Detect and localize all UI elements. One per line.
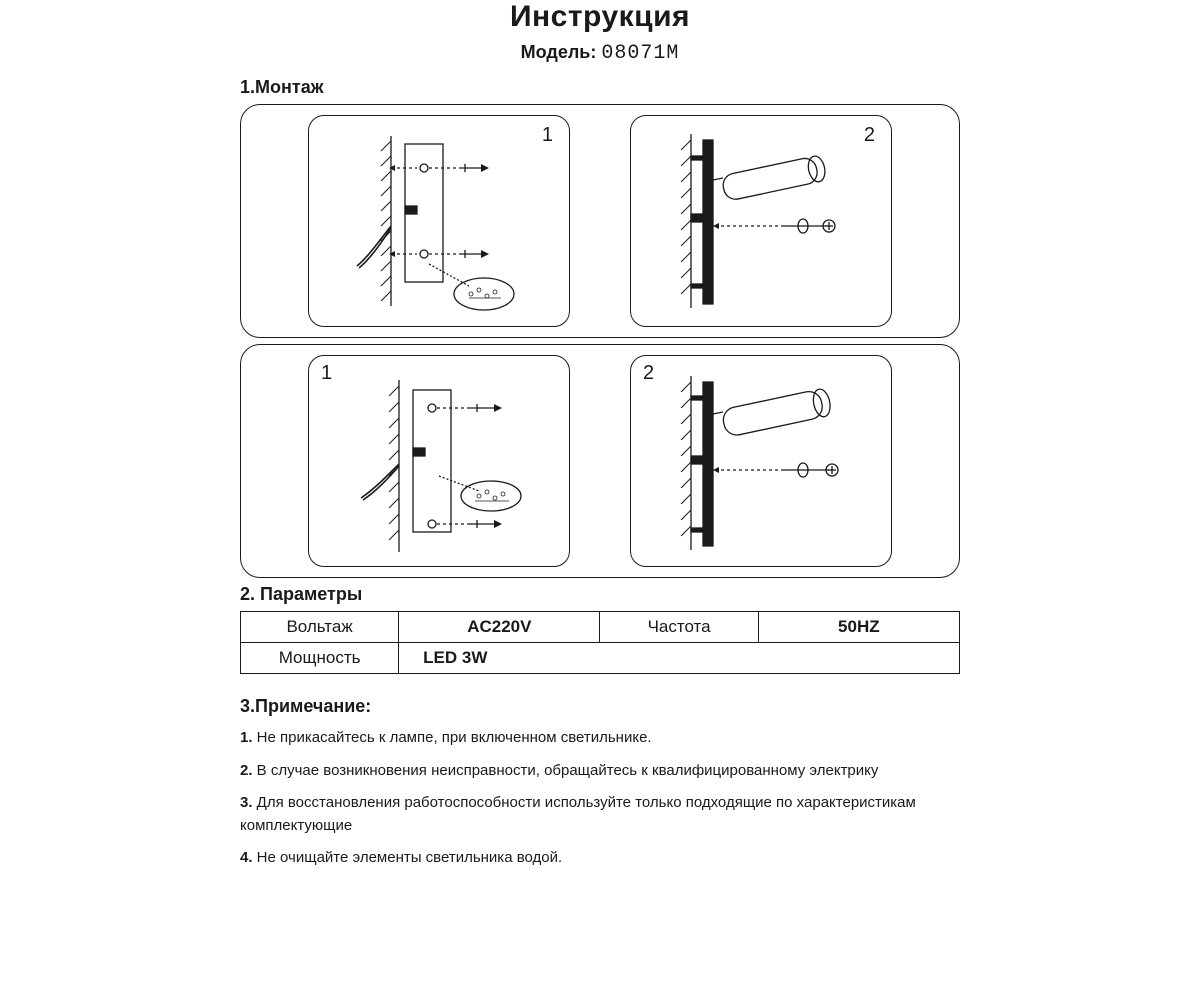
- spec-freq-val: 50HZ: [758, 612, 959, 643]
- spec-freq-key: Частота: [600, 612, 758, 643]
- step-cell: 1: [308, 355, 570, 567]
- table-row: Мощность LED 3W: [241, 643, 960, 674]
- note-text: В случае возникновения неисправности, об…: [253, 762, 879, 779]
- doc-title: Инструкция: [240, 0, 960, 34]
- note-number: 2.: [240, 762, 253, 779]
- step-diagram-icon: [631, 116, 891, 326]
- note-text: Не очищайте элементы светильника водой.: [253, 849, 563, 866]
- note-number: 1.: [240, 729, 253, 746]
- note-item: 3. Для восстановления работоспособности …: [240, 792, 960, 837]
- table-row: Вольтаж AC220V Частота 50HZ: [241, 612, 960, 643]
- note-item: 1. Не прикасайтесь к лампе, при включенн…: [240, 727, 960, 750]
- note-text: Не прикасайтесь к лампе, при включенном …: [253, 729, 652, 746]
- spec-voltage-key: Вольтаж: [241, 612, 399, 643]
- mounting-panel-1: 1: [240, 104, 960, 338]
- section2-title: 2. Параметры: [240, 584, 960, 605]
- spec-voltage-val: AC220V: [399, 612, 600, 643]
- mounting-panel-2: 1: [240, 344, 960, 578]
- note-number: 3.: [240, 794, 253, 811]
- note-item: 4. Не очищайте элементы светильника водо…: [240, 847, 960, 870]
- step-cell: 2: [630, 355, 892, 567]
- spec-power-key: Мощность: [241, 643, 399, 674]
- note-number: 4.: [240, 849, 253, 866]
- notes-list: 1. Не прикасайтесь к лампе, при включенн…: [240, 727, 960, 870]
- step-diagram-icon: [309, 356, 569, 566]
- note-text: Для восстановления работоспособности исп…: [240, 794, 916, 834]
- step-cell: 1: [308, 115, 570, 327]
- note-item: 2. В случае возникновения неисправности,…: [240, 760, 960, 783]
- step-diagram-icon: [631, 356, 891, 566]
- section1-title: 1.Монтаж: [240, 77, 960, 98]
- model-value: 08071M: [601, 42, 679, 65]
- model-label: Модель:: [521, 42, 597, 62]
- section3-title: 3.Примечание:: [240, 696, 960, 717]
- step-diagram-icon: [309, 116, 569, 326]
- spec-table: Вольтаж AC220V Частота 50HZ Мощность LED…: [240, 611, 960, 674]
- step-cell: 2: [630, 115, 892, 327]
- spec-power-val: LED 3W: [399, 643, 960, 674]
- model-row: Модель: 08071M: [240, 42, 960, 65]
